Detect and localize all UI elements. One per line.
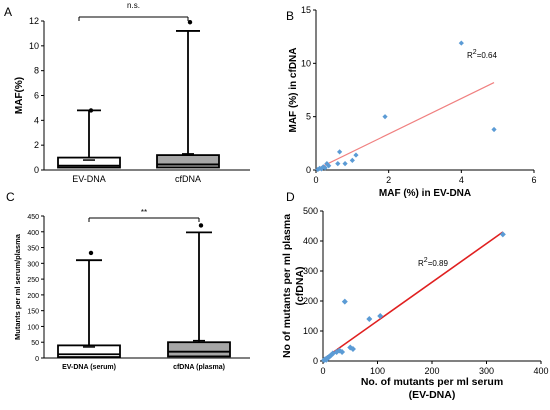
data-point <box>342 161 348 167</box>
outlier-point <box>198 223 204 228</box>
y-tick-label: 5 <box>306 112 311 122</box>
y-tick-label: 300 <box>303 266 318 276</box>
r-squared-label: R2=0.64 <box>467 49 497 60</box>
x-tick-label: 400 <box>533 366 548 376</box>
panel-c-boxplot: 0 50 100 150 200 250 300 350 400 450 Mutants per m… <box>13 208 250 371</box>
panel-letter-c: C <box>6 190 15 204</box>
box <box>167 341 231 358</box>
y-tick-label: 250 <box>27 277 39 284</box>
x-axis-title: No. of mutants per ml serum <box>361 376 503 388</box>
data-point <box>499 231 506 238</box>
x-tick-label: 0 <box>313 175 318 185</box>
box <box>57 156 121 169</box>
y-tick-label: 0 <box>313 356 318 366</box>
y-tick-label: 150 <box>27 309 39 316</box>
data-point <box>353 152 359 158</box>
y-tick-label: 50 <box>31 340 39 347</box>
y-tick-label: 12 <box>29 16 39 26</box>
x-tick-label: 300 <box>479 366 494 376</box>
y-tick-label: 100 <box>27 324 39 331</box>
r-squared-label: R2=0.89 <box>418 257 448 268</box>
y-tick-label: 15 <box>301 5 311 15</box>
category-label: cfDNA (plasma) <box>173 364 225 371</box>
box <box>57 344 121 358</box>
panel-d-scatter: 0 100 200 300 400 500 0 100 200 300 400 R2=0.89 No. … <box>281 206 549 401</box>
y-axis-title: MAF(%) <box>14 77 25 114</box>
x-tick-label: 6 <box>531 175 536 185</box>
category-label: cfDNA <box>175 174 201 184</box>
y-tick-label: 2 <box>34 140 39 150</box>
panel-letter-a: A <box>4 5 12 19</box>
data-point <box>322 165 328 171</box>
y-tick-label: 6 <box>34 91 39 101</box>
data-point <box>349 157 355 163</box>
y-axis-title: Mutants per ml serum/plasma <box>13 233 22 340</box>
significance-label: n.s. <box>127 1 140 10</box>
y-axis-title: MAF (%) in cfDNA <box>288 48 299 133</box>
data-point <box>377 313 384 319</box>
y-tick-label: 400 <box>303 236 318 246</box>
y-axis-title: No of mutants per ml plasma <box>281 214 293 358</box>
data-point <box>491 126 497 133</box>
panel-a-boxplot: 0 2 4 6 8 10 12 MAF(%) EV-DNA cfDNA n.s. <box>14 1 250 184</box>
data-point <box>366 316 373 322</box>
y-tick-label: 0 <box>34 165 39 175</box>
data-point <box>339 349 346 355</box>
panel-b-scatter: 0 5 10 15 0 2 4 6 R2=0.64 MAF (%) in EV-DNA MAF (%… <box>288 5 537 199</box>
x-axis-title: (EV-DNA) <box>409 389 456 401</box>
category-label: EV-DNA (serum) <box>62 364 116 371</box>
y-tick-label: 200 <box>303 296 318 306</box>
y-tick-label: 0 <box>306 165 311 175</box>
box <box>156 154 220 169</box>
regression-line <box>322 231 504 361</box>
y-tick-label: 500 <box>303 206 318 216</box>
x-tick-label: 4 <box>459 175 464 185</box>
x-tick-label: 200 <box>424 366 439 376</box>
outlier-point <box>88 108 94 113</box>
x-tick-label: 2 <box>386 175 391 185</box>
y-tick-label: 100 <box>303 326 318 336</box>
panel-letter-d: D <box>286 190 295 204</box>
outlier-point <box>187 20 193 25</box>
data-point <box>337 149 343 155</box>
y-tick-label: 10 <box>301 58 311 68</box>
data-point <box>335 161 341 167</box>
significance-label: ** <box>141 208 147 217</box>
y-tick-label: 4 <box>34 115 39 125</box>
x-tick-label: 0 <box>320 366 325 376</box>
regression-line <box>315 81 495 171</box>
panel-letter-b: B <box>286 9 294 23</box>
y-tick-label: 300 <box>27 261 39 268</box>
y-axis-title: (cfDNA) <box>294 266 306 305</box>
data-point <box>324 161 330 167</box>
data-point <box>382 114 388 120</box>
data-point <box>326 163 332 169</box>
y-tick-label: 0 <box>35 356 39 363</box>
outlier-point <box>88 250 94 256</box>
data-point <box>341 298 348 305</box>
y-tick-label: 200 <box>27 293 39 300</box>
category-label: EV-DNA <box>72 174 106 184</box>
x-tick-label: 100 <box>370 366 385 376</box>
y-tick-label: 450 <box>27 214 39 221</box>
y-tick-label: 400 <box>27 230 39 237</box>
y-tick-label: 8 <box>34 66 39 76</box>
data-point <box>458 40 464 46</box>
y-tick-label: 10 <box>29 41 39 51</box>
x-axis-title: MAF (%) in EV-DNA <box>379 188 471 199</box>
y-tick-label: 350 <box>27 246 39 253</box>
data-point <box>349 346 356 352</box>
